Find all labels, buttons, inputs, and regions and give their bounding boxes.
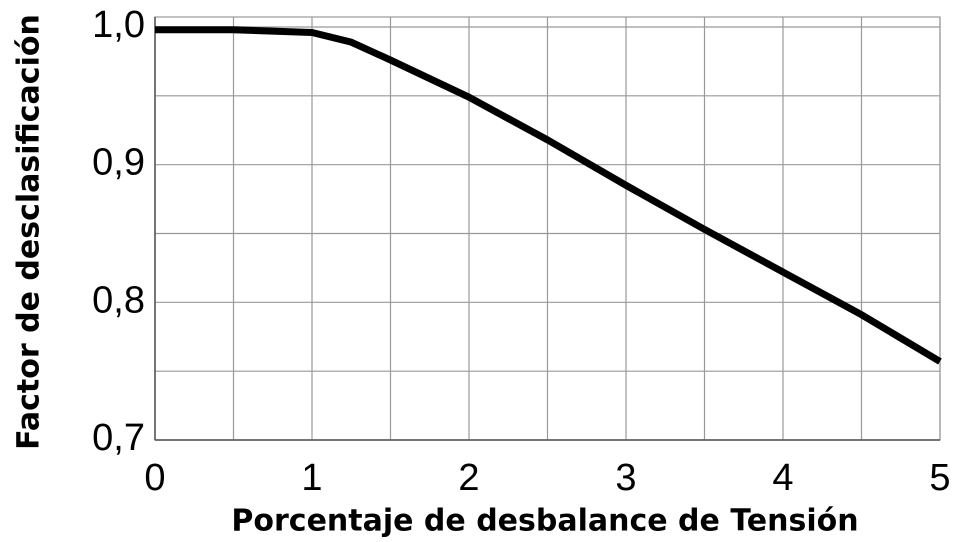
x-tick-label: 0	[144, 457, 165, 499]
y-tick-label: 0,8	[92, 279, 145, 321]
y-axis-title: Factor de desclasificación	[12, 14, 47, 450]
x-tick-label: 5	[929, 457, 950, 499]
y-tick-label: 0,9	[92, 142, 145, 184]
y-tick-label: 0,7	[92, 417, 145, 459]
x-tick-label: 3	[615, 457, 636, 499]
x-tick-label: 2	[458, 457, 479, 499]
data-line	[155, 26, 942, 365]
x-axis-title: Porcentaje de desbalance de Tensión	[231, 504, 858, 539]
x-tick-label: 4	[772, 457, 793, 499]
x-tick-label: 1	[301, 457, 322, 499]
y-tick-label: 1,0	[92, 4, 145, 46]
